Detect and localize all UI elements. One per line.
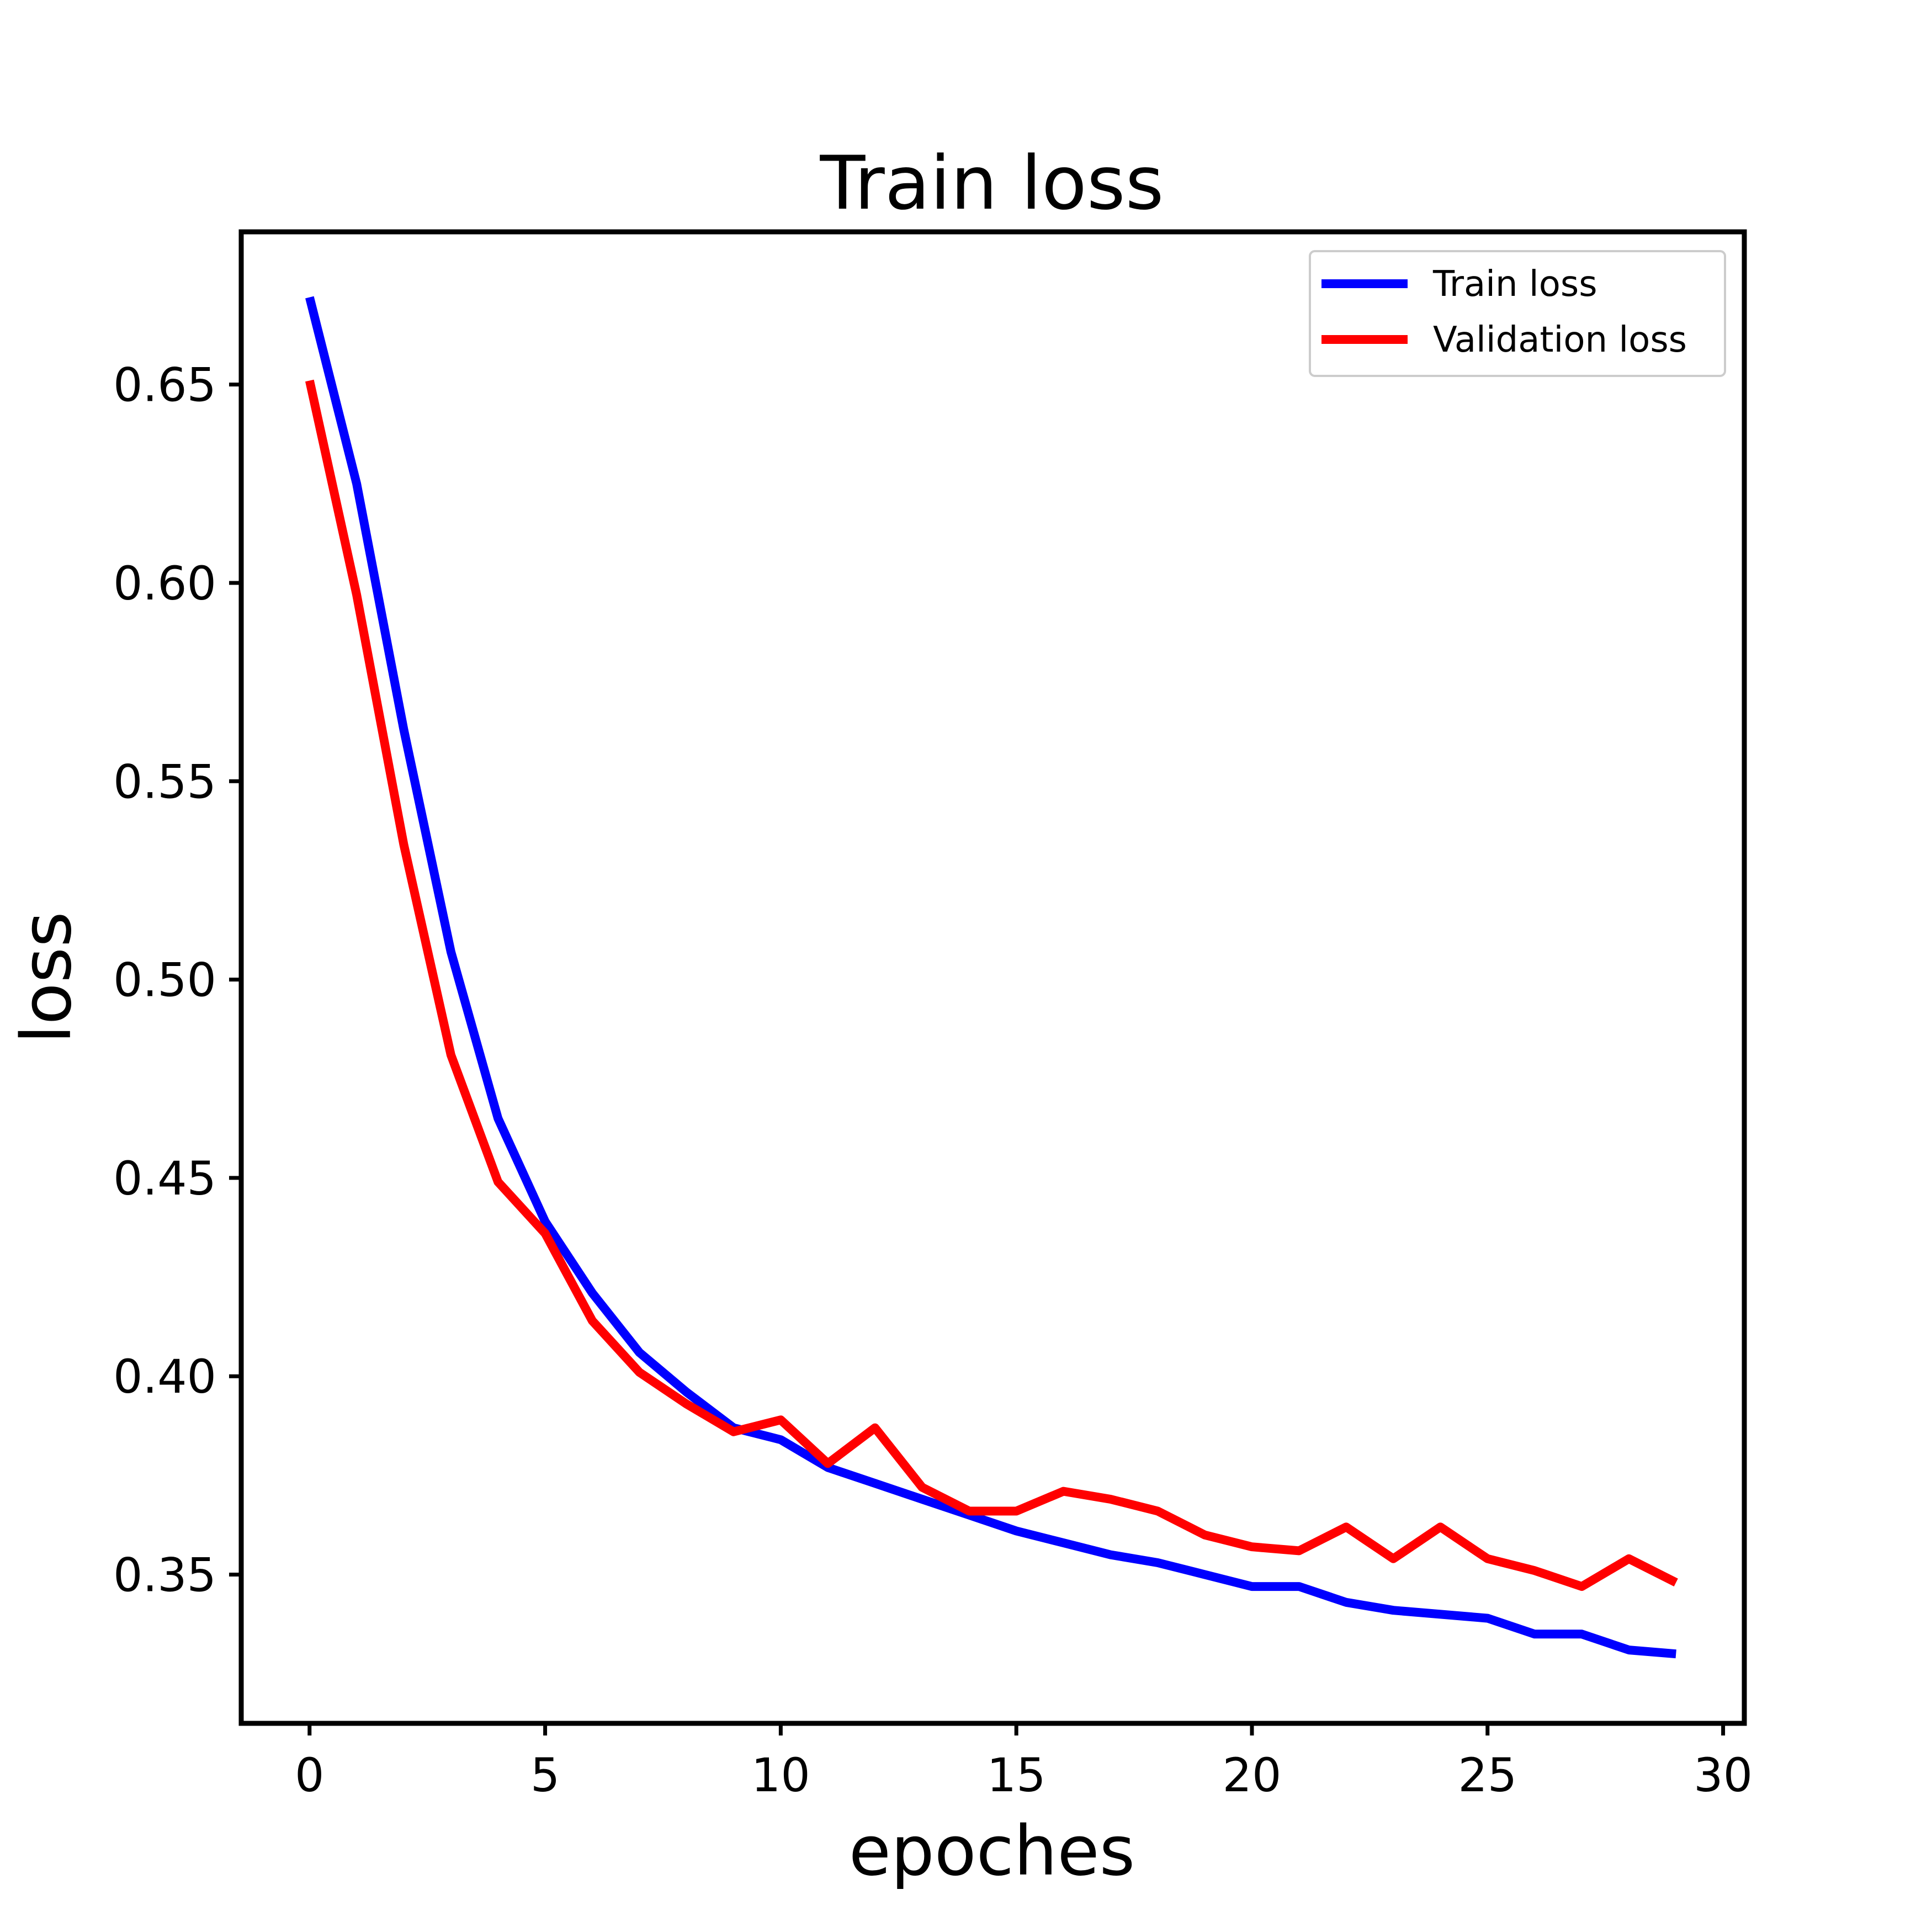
y-axis-title: loss — [7, 911, 87, 1044]
x-axis: 0 5 10 15 20 25 30 — [295, 1723, 1753, 1802]
y-tick-label: 0.65 — [113, 358, 216, 412]
y-tick-label: 0.35 — [113, 1548, 216, 1602]
x-tick-label: 10 — [751, 1748, 810, 1802]
y-tick-label: 0.50 — [113, 953, 216, 1007]
x-tick-label: 25 — [1458, 1748, 1517, 1802]
legend-label-validation: Validation loss — [1433, 320, 1687, 360]
x-tick-label: 5 — [530, 1748, 560, 1802]
x-tick-label: 30 — [1694, 1748, 1753, 1802]
legend-label-train: Train loss — [1432, 264, 1597, 305]
x-tick-label: 15 — [987, 1748, 1046, 1802]
series-line-validation — [305, 379, 1678, 1591]
legend: Train loss Validation loss — [1309, 250, 1726, 377]
series-layer — [305, 296, 1678, 1659]
chart-title: Train loss — [820, 140, 1164, 226]
y-tick-label: 0.55 — [113, 755, 216, 809]
x-tick-label: 0 — [295, 1748, 324, 1802]
y-axis: 0.35 0.40 0.45 0.50 0.55 0.60 0.65 — [113, 358, 241, 1602]
x-tick-label: 20 — [1223, 1748, 1282, 1802]
y-tick-label: 0.45 — [113, 1151, 216, 1206]
y-tick-label: 0.60 — [113, 556, 216, 611]
plot-frame — [238, 229, 1747, 1726]
y-tick-label: 0.40 — [113, 1350, 216, 1404]
series-line-train — [305, 296, 1676, 1659]
x-axis-title: epoches — [849, 1812, 1135, 1891]
legend-box — [1309, 250, 1726, 377]
